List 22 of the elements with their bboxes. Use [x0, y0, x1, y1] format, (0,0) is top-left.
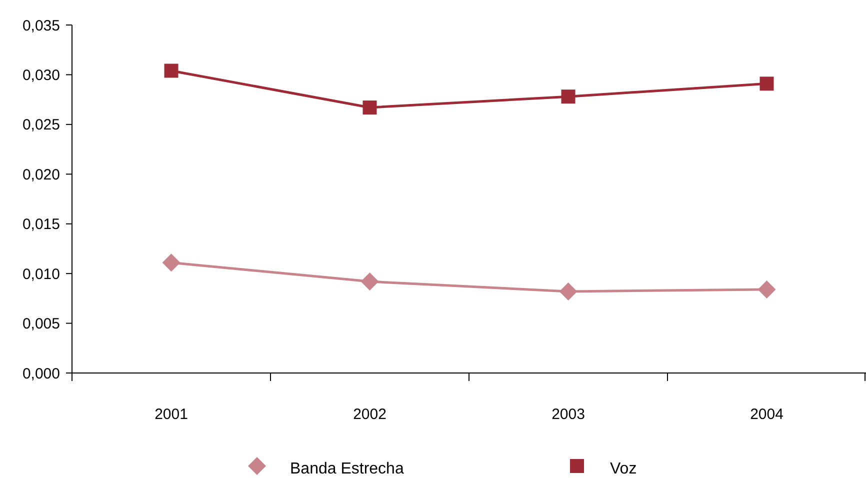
- y-tick-label: 0,010: [22, 266, 60, 283]
- y-tick-label: 0,000: [22, 365, 60, 382]
- legend-label: Banda Estrecha: [290, 460, 404, 478]
- point: [561, 90, 576, 104]
- y-tick-label: 0,015: [22, 216, 60, 234]
- y-tick-label: 0,025: [22, 116, 60, 134]
- point: [164, 64, 178, 78]
- legend-label: Voz: [610, 460, 637, 478]
- y-tick-label: 0,020: [22, 166, 60, 184]
- point: [559, 282, 578, 300]
- x-tick-label: 2002: [353, 406, 386, 423]
- x-tick-label: 2004: [750, 406, 784, 423]
- point: [758, 280, 776, 298]
- point: [360, 272, 379, 291]
- y-tick-label: 0,005: [22, 316, 60, 333]
- point: [362, 100, 377, 115]
- x-tick-label: 2001: [154, 406, 188, 423]
- point: [162, 254, 180, 272]
- y-tick-label: 0,035: [22, 17, 60, 34]
- point: [760, 76, 774, 91]
- x-tick-label: 2003: [552, 406, 585, 423]
- y-tick-label: 0,030: [22, 66, 60, 84]
